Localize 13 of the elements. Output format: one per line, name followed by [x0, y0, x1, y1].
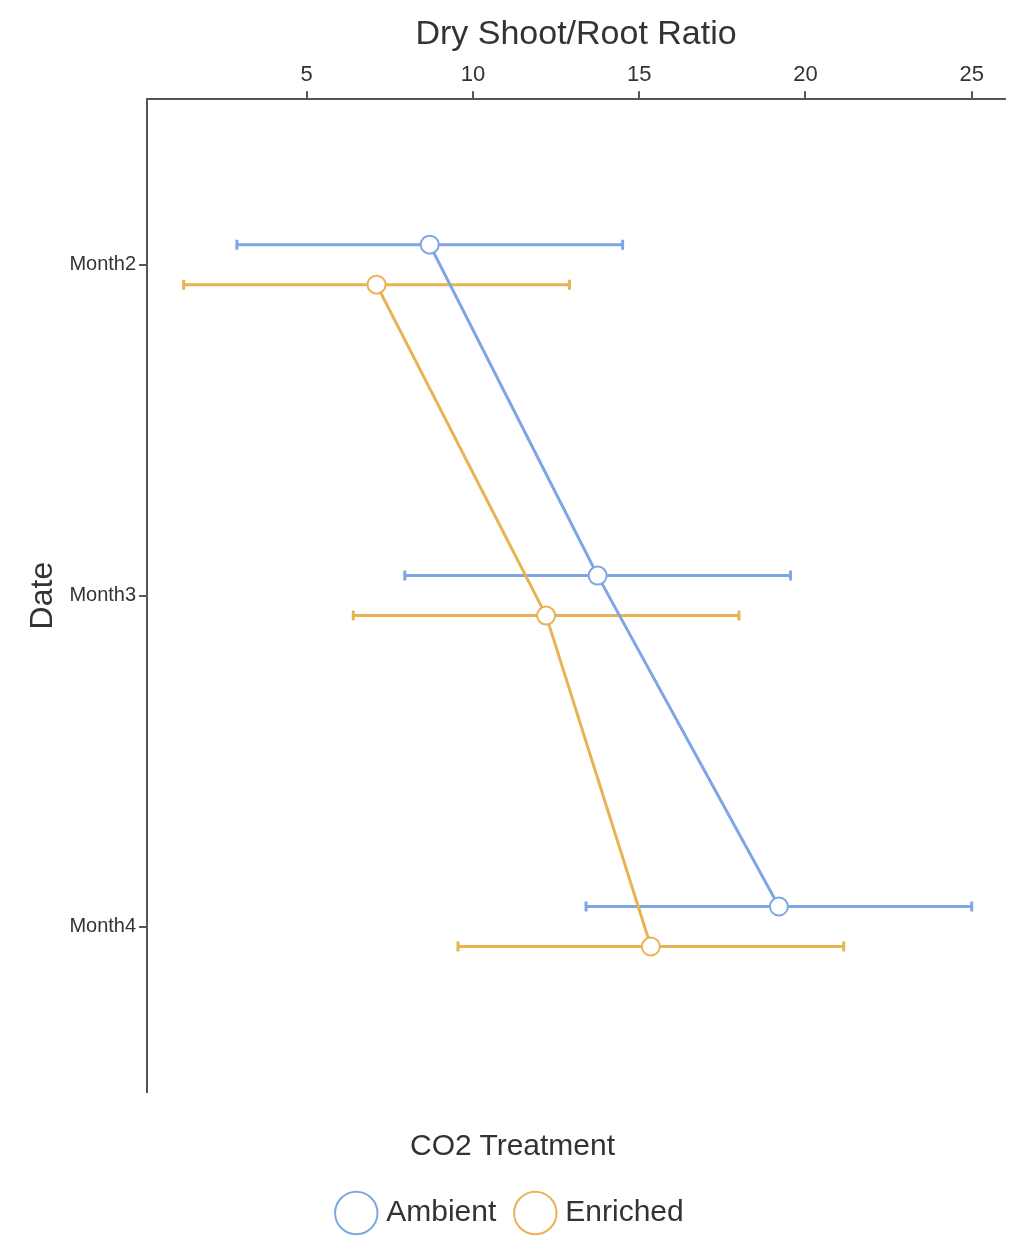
- x-tick-label: 25: [959, 61, 984, 87]
- x-tick-label: 10: [460, 61, 486, 87]
- y-tick-label: Month3: [69, 583, 137, 606]
- y-axis-title: Date: [23, 561, 60, 630]
- x-tick-label: 15: [626, 61, 652, 87]
- y-tick-label: Month2: [69, 252, 137, 275]
- x-tick-label: 5: [300, 61, 313, 87]
- legend-label: Enriched: [565, 1194, 684, 1228]
- legend-title: CO2 Treatment: [409, 1128, 616, 1162]
- x-tick-label: 20: [793, 61, 818, 87]
- legend-label: Ambient: [386, 1194, 497, 1228]
- y-tick-label: Month4: [69, 914, 137, 937]
- x-axis-title: Dry Shoot/Root Ratio: [415, 12, 737, 51]
